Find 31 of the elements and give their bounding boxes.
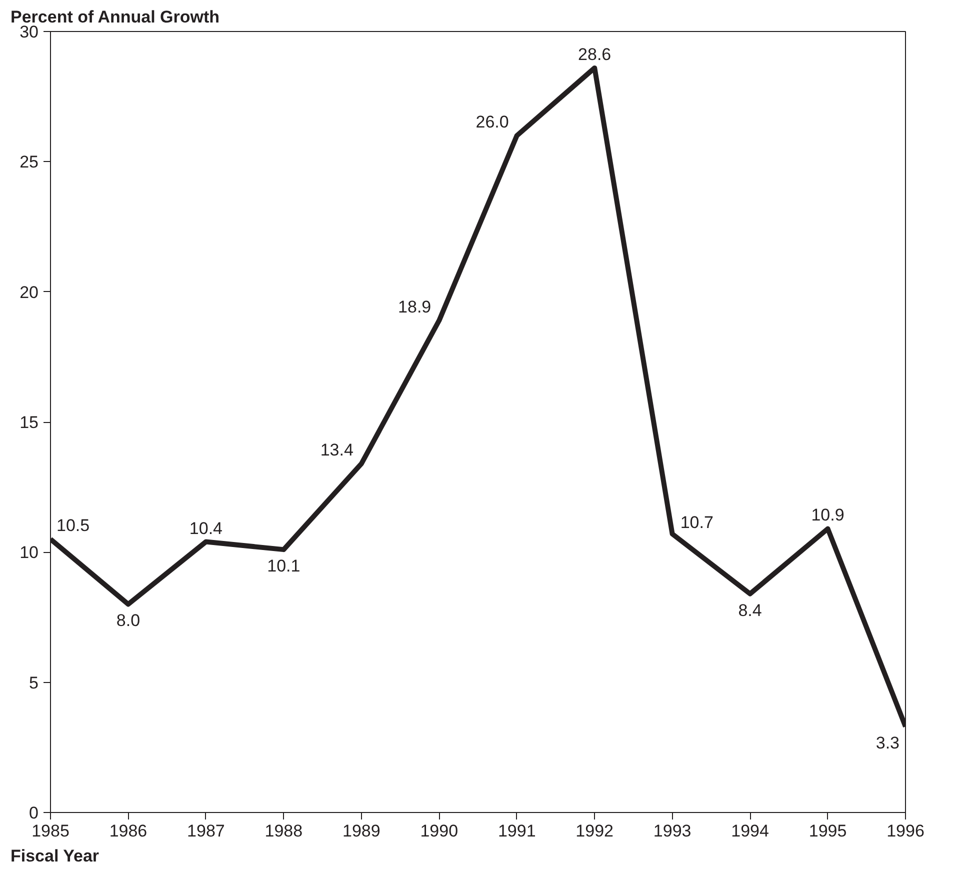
x-tick-label: 1986 [109, 822, 148, 840]
x-tick-label: 1994 [731, 822, 769, 840]
x-tick-label: 1985 [32, 822, 70, 840]
data-label: 28.6 [578, 44, 612, 64]
data-label: 26.0 [476, 112, 509, 132]
y-tick-label: 5 [29, 673, 39, 692]
y-tick-label: 20 [20, 282, 39, 302]
y-tick-label: 25 [20, 152, 39, 172]
data-label: 18.9 [398, 297, 432, 316]
x-tick-label: 1988 [264, 822, 303, 840]
y-tick-label: 0 [29, 804, 39, 822]
x-tick-label: 1990 [420, 822, 458, 840]
x-tick-label: 1989 [342, 822, 380, 840]
data-label: 10.1 [267, 556, 300, 576]
x-tick-label: 1987 [187, 822, 225, 840]
data-label: 3.3 [876, 734, 900, 753]
data-label: 13.4 [320, 440, 354, 460]
x-tick-label: 1995 [808, 822, 847, 840]
data-label: 8.0 [116, 611, 140, 630]
y-tick-label: 15 [20, 413, 39, 432]
x-tick-label: 1993 [653, 822, 692, 840]
data-label: 10.5 [56, 516, 90, 536]
data-label: 10.7 [680, 512, 714, 532]
x-tick-label: 1991 [498, 822, 536, 840]
x-tick-label: 1996 [886, 822, 924, 840]
x-axis-title: Fiscal Year [10, 846, 100, 866]
y-tick-label: 10 [20, 543, 39, 562]
x-tick-label: 1992 [576, 822, 614, 840]
data-label: 8.4 [738, 600, 762, 620]
data-label: 10.9 [811, 506, 844, 525]
data-label: 10.4 [189, 518, 223, 538]
